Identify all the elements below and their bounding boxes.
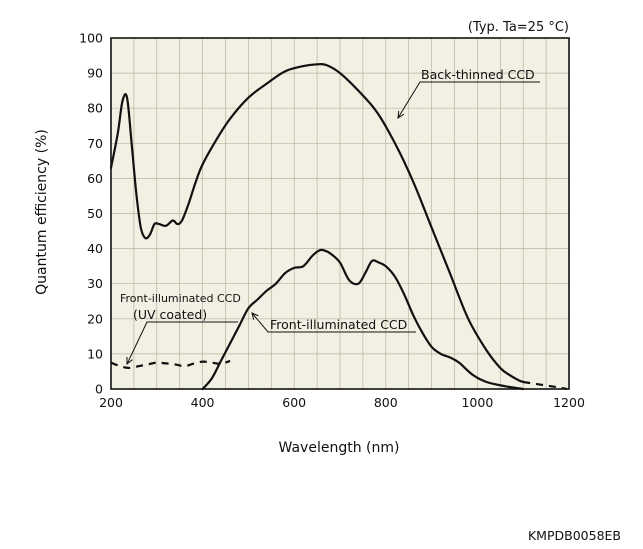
condition-note: (Typ. Ta=25 °C) [468, 20, 569, 35]
x-tick-label: 800 [374, 395, 398, 410]
leader-uv-coated-arrowhead [126, 356, 133, 366]
label-back-thinned: Back-thinned CCD [421, 67, 535, 82]
y-tick-label: 40 [87, 241, 103, 256]
leader-back-thinned-arrowhead [397, 110, 405, 119]
label-leaders [126, 81, 540, 366]
y-tick-label: 30 [87, 276, 103, 291]
y-tick-label: 70 [87, 136, 103, 151]
y-tick-labels: 0 10 20 30 40 50 60 70 80 90 100 [79, 31, 103, 397]
y-axis-title: Quantum efficiency (%) [34, 129, 50, 295]
series-line-2 [201, 248, 525, 391]
y-tick-label: 0 [95, 382, 103, 397]
series-line-0 [109, 62, 525, 384]
figure-code: KMPDB0058EB [527, 528, 621, 543]
y-tick-label: 10 [87, 346, 103, 361]
y-tick-label: 20 [87, 311, 103, 326]
series-line-3 [110, 359, 231, 370]
x-tick-label: 200 [99, 395, 123, 410]
leader-back-thinned [397, 81, 540, 119]
y-tick-label: 60 [87, 171, 103, 186]
x-tick-labels: 200 400 600 800 1000 1200 [99, 395, 585, 410]
y-tick-label: 100 [79, 31, 103, 46]
label-uv-coated-line2: (UV coated) [133, 307, 207, 322]
x-tick-label: 400 [191, 395, 215, 410]
plot-border [110, 37, 570, 390]
leader-front-illuminated [251, 312, 416, 333]
label-front-illuminated: Front-illuminated CCD [270, 317, 407, 332]
x-axis-title: Wavelength (nm) [279, 440, 400, 456]
y-tick-label: 90 [87, 66, 103, 81]
grid [111, 38, 569, 389]
x-tick-label: 600 [282, 395, 306, 410]
y-tick-label: 50 [87, 206, 103, 221]
leader-front-illuminated-arrowhead [251, 312, 259, 320]
y-tick-label: 80 [87, 101, 103, 116]
leader-uv-coated [126, 321, 238, 365]
x-tick-label: 1000 [461, 395, 493, 410]
series-group [109, 62, 567, 391]
x-tick-label: 1200 [553, 395, 585, 410]
label-uv-coated-line1: Front-illuminated CCD [120, 292, 241, 305]
